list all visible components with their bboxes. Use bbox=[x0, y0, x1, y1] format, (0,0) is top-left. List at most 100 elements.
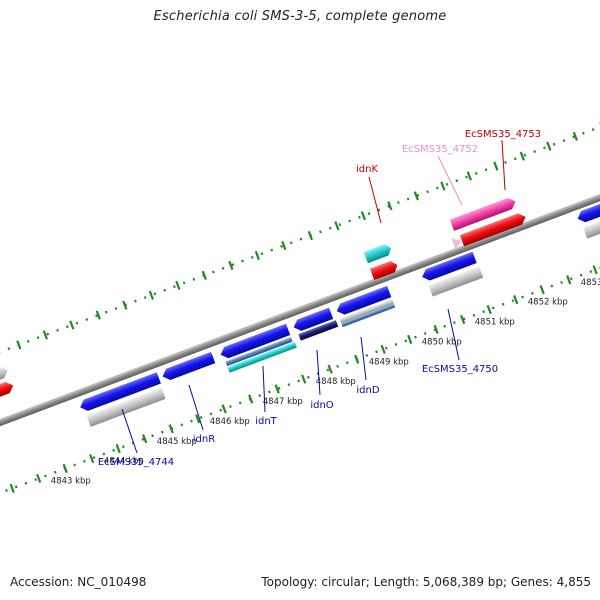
leader-EcSMS35_4744 bbox=[121, 408, 138, 454]
accession-text: Accession: NC_010498 bbox=[10, 575, 147, 589]
kbp-tick bbox=[513, 295, 519, 305]
gene-idnD-steel[interactable] bbox=[341, 303, 396, 328]
kbp-tick bbox=[466, 171, 472, 181]
gene-idnK-partner[interactable] bbox=[369, 259, 399, 281]
kbp-tick bbox=[387, 201, 393, 211]
leader-EcSMS35_4753 bbox=[501, 139, 506, 191]
label-EcSMS35_4752[interactable]: EcSMS35_4752 bbox=[402, 144, 478, 155]
kbp-tick bbox=[142, 434, 148, 444]
kbp-tick bbox=[274, 384, 280, 394]
kbp-tick bbox=[195, 414, 201, 424]
kbp-tick bbox=[36, 473, 42, 484]
label-EcSMS35_4744[interactable]: EcSMS35_4744 bbox=[98, 457, 174, 468]
kbp-tick bbox=[566, 275, 572, 285]
gene-EcSMS35_4744-partner[interactable] bbox=[86, 387, 166, 427]
kbp-ticks bbox=[9, 121, 600, 493]
chromosome-track: 4843 kbp 4844 kbp 4845 kbp 4846 kbp 4847 kbp… bbox=[0, 120, 600, 500]
kbp-tick bbox=[380, 344, 386, 354]
leader-idnT bbox=[262, 365, 266, 413]
kbp-label: 4849 kbp bbox=[369, 357, 409, 367]
kbp-tick bbox=[122, 300, 128, 310]
gene-idnR[interactable] bbox=[160, 351, 216, 382]
kbp-tick bbox=[327, 364, 333, 374]
kbp-tick bbox=[407, 334, 413, 344]
map-title: Escherichia coli SMS-3-5, complete genom… bbox=[153, 9, 447, 24]
kbp-tick bbox=[354, 354, 360, 364]
label-idnD[interactable]: idnD bbox=[356, 385, 379, 396]
kbp-label: 4851 kbp bbox=[475, 318, 515, 328]
gene-labels: EcSMS35_4744 idnR idnT idnO idnD EcSMS35… bbox=[98, 129, 541, 468]
gene-idnT[interactable] bbox=[219, 323, 291, 361]
kbp-tick bbox=[95, 310, 101, 320]
kbp-tick bbox=[360, 211, 366, 221]
kbp-tick bbox=[572, 131, 578, 141]
label-idnO[interactable]: idnO bbox=[310, 400, 333, 411]
kbp-tick bbox=[69, 320, 75, 330]
gene-EcSMS35_4752[interactable] bbox=[451, 235, 463, 250]
gene-EcSMS35_4750[interactable] bbox=[420, 251, 477, 283]
kbp-tick bbox=[486, 304, 492, 315]
kbp-tick bbox=[42, 330, 48, 340]
gene-rev-right-1[interactable] bbox=[576, 192, 600, 224]
chromosome-backbone bbox=[0, 180, 600, 440]
kbp-tick bbox=[175, 280, 181, 290]
kbp-tick bbox=[460, 314, 466, 325]
genome-summary-text: Topology: circular; Length: 5,068,389 bp… bbox=[261, 575, 591, 589]
kbp-label: 4843 kbp bbox=[51, 476, 91, 486]
kbp-label: 4844 kbp bbox=[104, 457, 144, 467]
gene-idnT-cyan[interactable] bbox=[227, 341, 297, 373]
gene-idnD-partner[interactable] bbox=[339, 299, 394, 324]
kbp-tick bbox=[539, 285, 545, 295]
kbp-tick bbox=[168, 424, 174, 434]
kbp-label: 4847 kbp bbox=[263, 397, 303, 407]
kbp-tick bbox=[301, 374, 307, 384]
lower-tick-rail bbox=[0, 244, 600, 500]
kbp-tick bbox=[148, 290, 154, 300]
kbp-tick bbox=[440, 181, 446, 191]
kbp-tick bbox=[592, 265, 598, 275]
kbp-tick bbox=[413, 191, 419, 201]
kbp-tick bbox=[115, 444, 121, 454]
kbp-scale: 4843 kbp 4844 kbp 4845 kbp 4846 kbp 4847 kbp… bbox=[51, 278, 600, 487]
gene-EcSMS35_4750-partner[interactable] bbox=[428, 266, 484, 297]
gene-idnK[interactable] bbox=[363, 242, 393, 264]
gene-idnO-partner[interactable] bbox=[298, 320, 339, 341]
kbp-tick bbox=[89, 453, 95, 464]
leader-idnR bbox=[188, 384, 204, 431]
kbp-label: 4852 kbp bbox=[528, 298, 568, 308]
kbp-tick bbox=[16, 340, 22, 350]
label-EcSMS35_4750[interactable]: EcSMS35_4750 bbox=[422, 364, 498, 375]
label-EcSMS35_4753[interactable]: EcSMS35_4753 bbox=[465, 129, 541, 140]
label-idnK[interactable]: idnK bbox=[356, 164, 378, 175]
kbp-label: 4848 kbp bbox=[316, 377, 356, 387]
kbp-tick bbox=[307, 231, 313, 241]
gene-idnT-partner[interactable] bbox=[225, 336, 293, 367]
gene-idnD[interactable] bbox=[335, 285, 392, 317]
gene-rev-right-2[interactable] bbox=[583, 206, 600, 239]
kbp-tick bbox=[334, 221, 340, 231]
kbp-label: 4853 kbp bbox=[581, 278, 600, 288]
label-idnT[interactable]: idnT bbox=[255, 416, 277, 427]
gene-idnO[interactable] bbox=[292, 307, 334, 333]
leader-idnD bbox=[360, 336, 367, 381]
gene-EcSMS35_4753[interactable] bbox=[449, 196, 518, 231]
kbp-tick bbox=[62, 463, 68, 474]
kbp-tick bbox=[221, 404, 227, 414]
gene-EcSMS35_4753-partner[interactable] bbox=[459, 211, 528, 247]
label-idnR[interactable]: idnR bbox=[193, 434, 215, 445]
kbp-tick bbox=[248, 394, 254, 404]
kbp-tick bbox=[546, 141, 552, 151]
gene-label-leaders bbox=[121, 139, 506, 454]
kbp-label: 4850 kbp bbox=[422, 337, 462, 347]
kbp-tick bbox=[519, 151, 525, 161]
leader-idnK bbox=[368, 176, 382, 224]
kbp-tick bbox=[228, 260, 234, 271]
leader-EcSMS35_4750 bbox=[447, 308, 460, 361]
gene-fwd-2[interactable] bbox=[0, 380, 15, 412]
leader-idnO bbox=[316, 349, 321, 396]
kbp-label: 4846 kbp bbox=[210, 417, 250, 427]
kbp-tick bbox=[493, 161, 499, 171]
gene-EcSMS35_4744[interactable] bbox=[78, 372, 161, 413]
kbp-tick bbox=[281, 240, 287, 251]
